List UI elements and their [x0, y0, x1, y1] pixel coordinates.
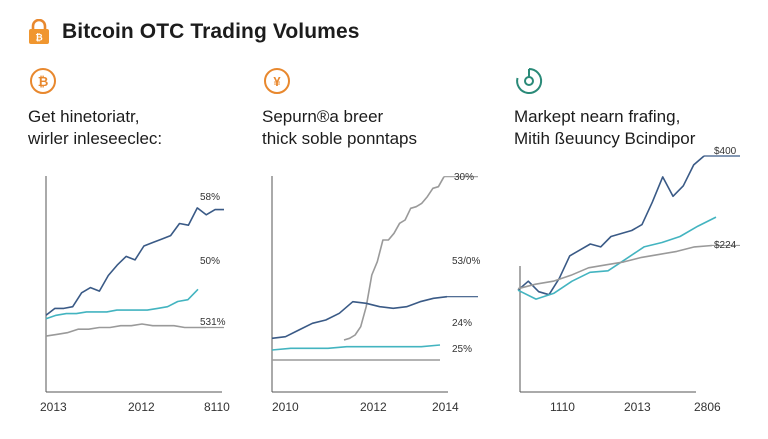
x-tick-label: 2806: [694, 400, 721, 414]
series-end-label: 25%: [452, 344, 472, 355]
subtitle-line-2: Mitih ßeuuncy Bcindipor: [514, 129, 696, 148]
chart-panel-3: Markept nearn frafing, Mitih ßeuuncy Bci…: [514, 66, 754, 426]
yuan-coin-icon: ¥: [264, 68, 290, 94]
subtitle-line-2: thick soble ponntaps: [262, 129, 417, 148]
chart-panel-2: ¥ Sepurn®a breer thick soble ponntaps 30…: [262, 66, 502, 426]
target-gauge-icon: [516, 67, 543, 94]
series-line-1: [45, 207, 224, 316]
x-tick-label: 1110: [550, 400, 575, 414]
page-title: Bitcoin OTC Trading Volumes: [62, 20, 360, 43]
series-end-label: 531%: [200, 317, 226, 328]
bitcoin-coin-icon: ₿: [30, 68, 56, 94]
series-line-1: [517, 155, 705, 296]
series-line-3: [45, 323, 206, 337]
line-chart-2: 30% 53/0% 24% 25% 2010 2012 2014: [271, 172, 480, 414]
page-header: ₿ Bitcoin OTC Trading Volumes: [28, 16, 360, 48]
svg-text:₿: ₿: [38, 74, 49, 89]
series-end-label: 53/0%: [452, 256, 480, 267]
series-end-label: $400: [714, 146, 737, 157]
series-end-label: 58%: [200, 192, 220, 203]
chart-panel-1: ₿ Get hinetoriatr, wirler inleseeclec: 5…: [28, 66, 268, 426]
series-end-label: $224: [714, 240, 737, 251]
series-line-2: [45, 288, 199, 320]
x-tick-label: 2013: [40, 400, 67, 414]
x-tick-label: 2014: [432, 400, 459, 414]
line-chart-3: $400 $224 1110 2013 2806: [517, 146, 740, 414]
x-tick-label: 8110: [204, 400, 230, 414]
series-end-label: 24%: [452, 318, 472, 329]
subtitle-line-1: Get hinetoriatr,: [28, 107, 140, 126]
series-line-2: [517, 216, 717, 300]
chart-subtitle: Sepurn®a breer thick soble ponntaps: [262, 106, 417, 150]
chart-subtitle: Markept nearn frafing, Mitih ßeuuncy Bci…: [514, 106, 695, 150]
series-line-3: [271, 344, 441, 351]
lock-icon: ₿: [29, 19, 49, 44]
x-tick-label: 2010: [272, 400, 299, 414]
series-line-2: [271, 295, 448, 340]
subtitle-line-1: Markept nearn frafing,: [514, 107, 681, 126]
chart-subtitle: Get hinetoriatr, wirler inleseeclec:: [28, 106, 162, 150]
series-line-1: [343, 176, 445, 341]
series-end-label: 30%: [454, 172, 474, 183]
x-tick-label: 2012: [360, 400, 387, 414]
subtitle-line-2: wirler inleseeclec:: [28, 129, 163, 148]
subtitle-line-1: Sepurn®a breer: [262, 107, 384, 126]
svg-text:¥: ¥: [273, 74, 281, 89]
x-tick-label: 2013: [624, 400, 651, 414]
x-tick-label: 2012: [128, 400, 155, 414]
line-chart-1: 58% 50% 531% 2013 2012 8110: [40, 176, 230, 414]
series-line-3: [517, 244, 713, 290]
series-end-label: 50%: [200, 256, 220, 267]
svg-text:₿: ₿: [35, 33, 42, 43]
